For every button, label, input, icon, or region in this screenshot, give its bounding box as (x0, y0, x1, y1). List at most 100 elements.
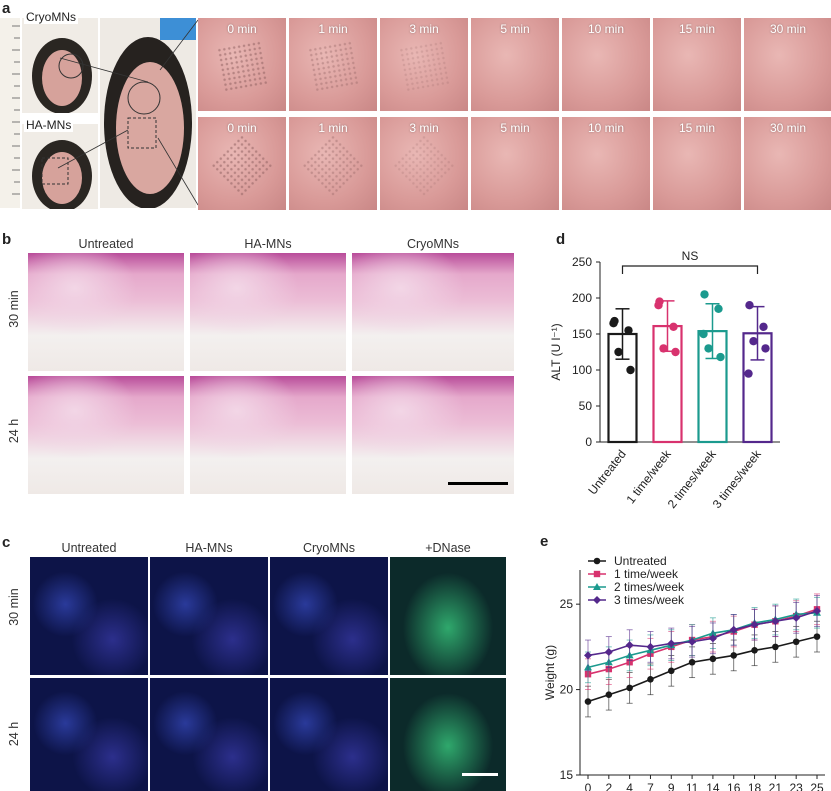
data-point (751, 646, 758, 654)
series-1 (584, 593, 821, 690)
fl-row-30min: 30 min (7, 588, 21, 626)
time-label: 1 min (318, 22, 348, 36)
he-column-ha-mns: HA-MNs (244, 237, 292, 251)
y-tick-label: 0 (585, 435, 592, 449)
data-point (792, 638, 800, 646)
data-point (771, 617, 780, 626)
he-column-cryomns: CryoMNs (406, 237, 460, 251)
fl-image-cryomns-30min (270, 557, 388, 675)
y-tick-label: 250 (572, 255, 592, 269)
fl-column-ha-mns: HA-MNs (185, 541, 233, 555)
time-label: 10 min (587, 22, 625, 36)
skin-photo-ha-mns-5: 15 min (653, 117, 741, 210)
fl-scale-bar (462, 773, 498, 776)
time-label: 3 min (409, 121, 439, 135)
x-tick-label: 23 (790, 781, 804, 791)
fl-row-24h: 24 h (7, 721, 21, 747)
y-axis-label: ALT (U l⁻¹) (549, 323, 563, 380)
data-point (624, 326, 633, 335)
fl-image-untreated-24h (30, 678, 148, 791)
legend-label-0: Untreated (614, 554, 667, 568)
data-point (750, 620, 759, 629)
zoom-connector-lines (57, 19, 199, 206)
time-label: 3 min (409, 22, 439, 36)
y-tick-label: 50 (579, 399, 593, 413)
data-point (593, 583, 601, 590)
fl-column-dnase: +DNase (425, 541, 471, 555)
data-point (744, 369, 753, 378)
x-tick-label: 9 (668, 781, 675, 791)
skin-photo-ha-mns-0: 0 min (198, 117, 286, 210)
y-tick-label: 25 (560, 597, 574, 611)
data-point (671, 347, 680, 357)
data-point (605, 691, 613, 699)
x-tick-label: 25 (810, 781, 824, 791)
data-point (614, 347, 623, 357)
series-line-3 (587, 610, 818, 657)
time-label: 0 min (227, 22, 257, 36)
data-point (584, 698, 592, 705)
fl-column-untreated: Untreated (61, 541, 117, 555)
he-image-ha-mns-30min (190, 253, 346, 371)
data-point (654, 301, 663, 310)
time-label: 15 min (678, 121, 716, 135)
data-point (604, 648, 613, 656)
data-point (688, 658, 696, 666)
time-label: 5 min (500, 22, 530, 36)
series-0 (584, 620, 821, 718)
he-row-24h: 24 h (7, 418, 21, 444)
he-image-ha-mns-24h (190, 376, 346, 494)
time-label: 10 min (587, 121, 625, 135)
category-label-1: 1 time/week (623, 446, 674, 506)
data-point (626, 684, 633, 692)
category-label-0: Untreated (585, 447, 628, 497)
he-scale-bar (448, 482, 508, 485)
data-point (714, 304, 723, 313)
skin-photo-ha-mns-3: 5 min (471, 117, 559, 210)
data-point (700, 290, 709, 299)
data-point (813, 633, 821, 640)
microneedle-array-imprint (307, 40, 359, 92)
x-tick-label: 4 (626, 781, 633, 791)
time-label: 0 min (227, 121, 257, 135)
legend-label-2: 2 times/week (614, 580, 685, 594)
data-point (646, 642, 655, 651)
he-row-30min: 30 min (7, 290, 21, 328)
x-tick-label: 16 (727, 781, 741, 791)
data-point (688, 637, 697, 646)
microneedle-array-imprint (210, 133, 274, 197)
y-axis-label: Weight (g) (543, 645, 557, 700)
data-point (745, 301, 754, 310)
skin-photo-cryomns-0: 0 min (198, 18, 286, 111)
series-line-1 (587, 608, 818, 675)
data-point (772, 643, 779, 651)
mouse-back-photo (100, 18, 196, 208)
he-image-cryomns-24h (352, 376, 514, 494)
skin-photo-cryomns-3: 5 min (471, 18, 559, 111)
data-point (761, 344, 770, 353)
skin-photo-cryomns-2: 3 min (380, 18, 468, 111)
data-point (625, 641, 634, 650)
y-tick-label: 200 (572, 291, 592, 305)
mouse-label-cryomns: CryoMNs (24, 10, 78, 24)
data-point (749, 337, 758, 346)
skin-photo-ha-mns-4: 10 min (562, 117, 650, 210)
series-line-0 (587, 635, 818, 703)
data-point (813, 607, 821, 615)
skin-photo-ha-mns-1: 1 min (289, 117, 377, 210)
fl-image-ha-mns-30min (150, 557, 268, 675)
series-3 (584, 595, 821, 672)
time-label: 1 min (318, 121, 348, 135)
fl-image-cryomns-24h (270, 678, 388, 791)
legend-label-1: 1 time/week (614, 567, 679, 581)
y-tick-label: 20 (560, 683, 574, 697)
time-label: 30 min (769, 121, 807, 135)
data-point (593, 557, 601, 565)
panel-label-e: e (540, 533, 549, 550)
he-image-untreated-30min (28, 253, 184, 371)
x-tick-label: 0 (585, 781, 592, 791)
data-point (704, 344, 713, 353)
y-tick-label: 15 (560, 768, 574, 782)
fl-image-untreated-30min (30, 557, 148, 675)
microneedle-array-imprint (216, 40, 268, 92)
